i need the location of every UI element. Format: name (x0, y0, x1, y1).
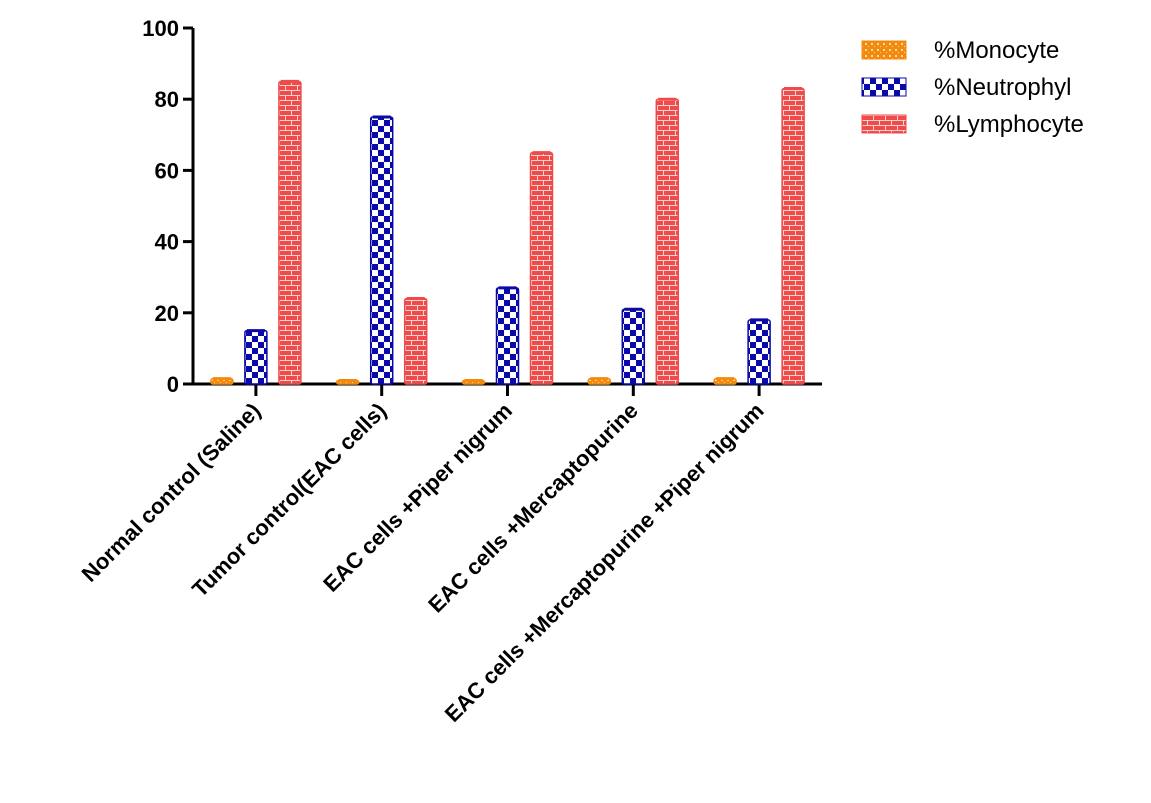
chart-bars (210, 79, 805, 385)
bar (781, 87, 805, 385)
legend-swatch (861, 77, 907, 97)
category-label: EAC cells +Mercaptopurine (423, 398, 643, 618)
y-tick-label: 80 (155, 87, 179, 112)
bar (621, 308, 646, 385)
chart-legend: %Monocyte %Neutrophyl %Lymphocyte (861, 37, 1084, 138)
legend-label: %Monocyte (934, 37, 1059, 64)
legend-label: %Neutrophyl (934, 74, 1071, 101)
y-tick-label: 60 (155, 158, 179, 183)
bar (655, 98, 680, 385)
y-tick-label: 0 (167, 372, 179, 397)
y-tick-label: 40 (155, 230, 179, 255)
bar (529, 151, 554, 385)
legend-label: %Lymphocyte (934, 111, 1084, 138)
bar (747, 319, 771, 385)
bar (278, 80, 302, 385)
legend-swatch (861, 114, 907, 134)
y-tick-label: 100 (142, 16, 179, 41)
category-labels: Normal control (Saline)Tumor control(EAC… (77, 398, 769, 727)
bar (369, 116, 394, 385)
legend-swatch (861, 40, 907, 60)
bar (244, 329, 268, 385)
bar (495, 287, 520, 385)
bar (403, 297, 428, 385)
y-tick-label: 20 (155, 301, 179, 326)
